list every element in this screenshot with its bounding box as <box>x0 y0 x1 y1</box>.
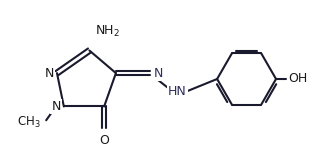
Text: O: O <box>99 134 109 147</box>
Text: CH$_3$: CH$_3$ <box>17 115 40 130</box>
Text: HN: HN <box>168 85 187 98</box>
Text: N: N <box>51 100 61 113</box>
Text: OH: OH <box>288 73 307 86</box>
Text: NH$_2$: NH$_2$ <box>95 24 120 39</box>
Text: N: N <box>154 67 164 80</box>
Text: N: N <box>44 67 54 80</box>
